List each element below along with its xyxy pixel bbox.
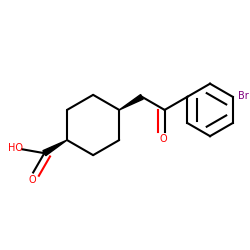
Polygon shape <box>119 94 143 110</box>
Text: O: O <box>160 134 167 144</box>
Text: HO: HO <box>8 143 23 153</box>
Polygon shape <box>43 140 67 156</box>
Text: Br: Br <box>238 91 249 101</box>
Text: O: O <box>29 175 36 185</box>
